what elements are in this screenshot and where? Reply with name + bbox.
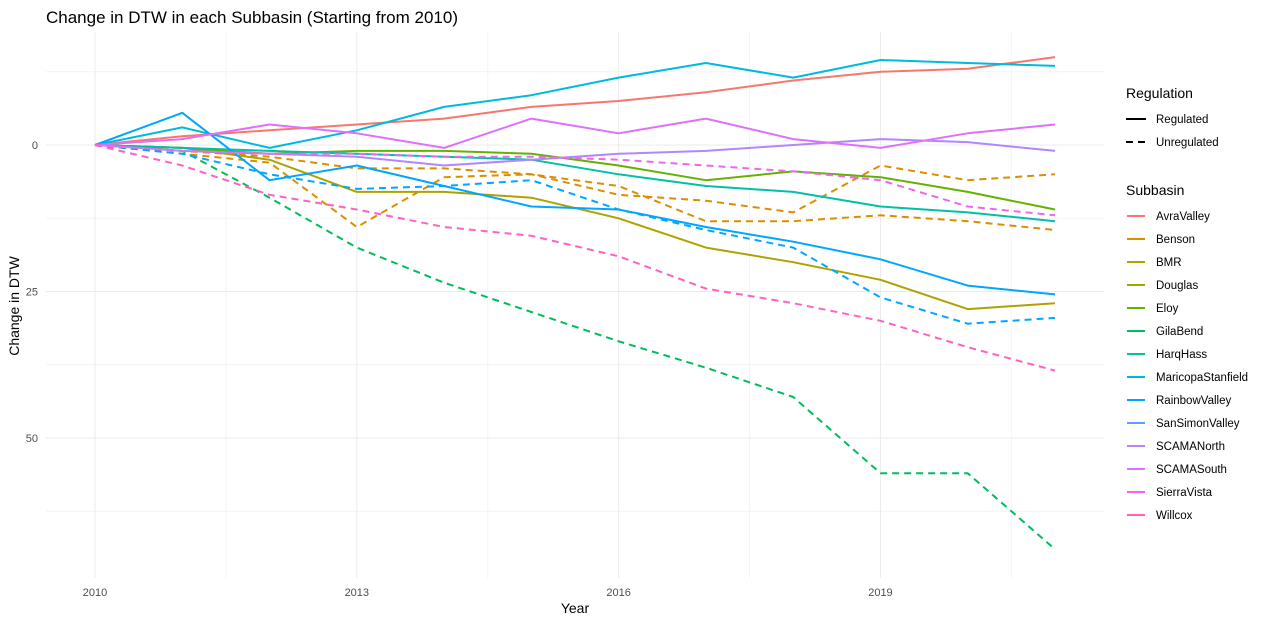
legend-label-sierravista: SierraVista (1156, 487, 1213, 499)
legend-label-gilabend: GilaBend (1156, 326, 1203, 338)
y-tick-label: 50 (26, 433, 38, 445)
series-line-rainbowvalley-solid (94, 111, 1056, 296)
series-line-bmr-solid (94, 144, 1056, 311)
series-line-maricopastanfield-solid (94, 59, 1056, 149)
legend-label-avravalley: AvraValley (1156, 211, 1210, 223)
series-line-sierravista-dashed (94, 144, 1056, 217)
series-line-sansimonvalley-dashed (94, 144, 1056, 325)
legend-label-scamasouth: SCAMASouth (1156, 464, 1227, 476)
legend-subbasin-title: Subbasin (1126, 182, 1184, 198)
legend-label-maricopastanfield: MaricopaStanfield (1156, 372, 1248, 384)
series-lines (94, 56, 1056, 551)
x-tick-label: 2013 (345, 587, 369, 599)
series-line-benson-dashed (94, 144, 1056, 228)
series-line-willcox-dashed (94, 144, 1056, 372)
x-tick-label: 2019 (868, 587, 892, 599)
legend-label-harqhass: HarqHass (1156, 349, 1207, 361)
gridlines (46, 32, 1104, 578)
series-line-harqhass-solid (94, 144, 1056, 223)
series-line-benson-dashed (94, 144, 1056, 231)
y-tick-label: 25 (26, 287, 38, 299)
x-tick-label: 2010 (83, 587, 107, 599)
legend-label-willcox: Willcox (1156, 510, 1193, 522)
y-axis-title: Change in DTW (6, 255, 22, 355)
legend: Regulation Regulated Unregulated Subbasin Av… (1126, 85, 1248, 522)
legend-label-eloy: Eloy (1156, 303, 1179, 315)
legend-label-unregulated: Unregulated (1156, 137, 1219, 149)
y-tick-label: 0 (32, 140, 38, 152)
legend-label-sansimonvalley: SanSimonValley (1156, 418, 1240, 430)
legend-label-regulated: Regulated (1156, 114, 1208, 126)
axes: 0 25 50 2010 2013 2016 2019 (26, 140, 893, 599)
x-axis-title: Year (561, 600, 590, 616)
legend-label-benson: Benson (1156, 234, 1195, 246)
legend-label-douglas: Douglas (1156, 280, 1198, 292)
series-line-gilabend-dashed (94, 144, 1056, 551)
x-tick-label: 2016 (606, 587, 630, 599)
legend-label-scamanorth: SCAMANorth (1156, 441, 1225, 453)
legend-regulation-title: Regulation (1126, 85, 1193, 101)
series-line-scamasouth-solid (94, 117, 1056, 149)
legend-label-rainbowvalley: RainbowValley (1156, 395, 1231, 407)
chart-title: Change in DTW in each Subbasin (Starting… (46, 8, 458, 27)
series-line-avravalley-solid (94, 56, 1056, 146)
legend-label-bmr: BMR (1156, 257, 1182, 269)
